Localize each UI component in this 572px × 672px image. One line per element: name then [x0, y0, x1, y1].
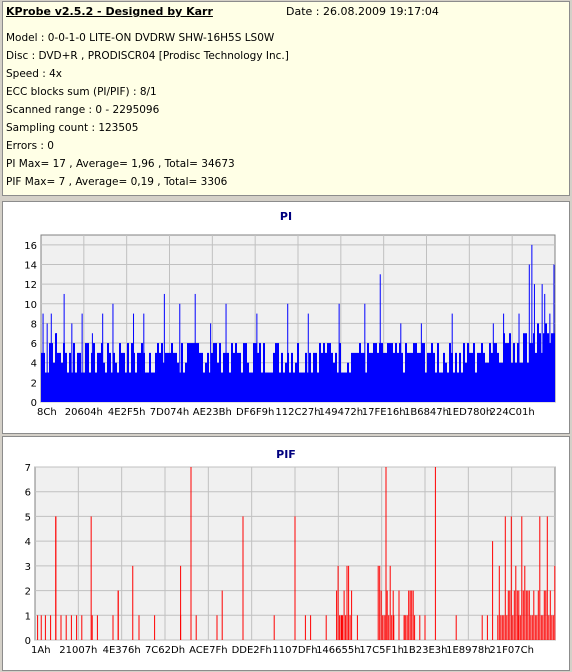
y-tick-label: 4 — [31, 359, 37, 370]
y-tick-label: 7 — [25, 463, 31, 474]
x-tick-label: 21007h — [59, 645, 97, 656]
x-tick-label: 8Ch — [37, 407, 57, 418]
y-tick-label: 16 — [24, 241, 37, 252]
x-tick-label: ACE7Fh — [189, 645, 227, 656]
x-tick-label: DDE2Fh — [232, 645, 272, 656]
y-tick-label: 3 — [25, 562, 31, 573]
pi-chart-panel: PI 0 2 4 6 8 10 12 14 16 8Ch 20604h 4E2F5h 7D074h AE2… — [2, 201, 570, 434]
y-tick-label: 10 — [24, 300, 37, 311]
info-ecc-blocks: ECC blocks sum (PI/PIF) : 8/1 — [6, 86, 157, 98]
app-title: KProbe v2.5.2 - Designed by Karr — [6, 5, 213, 18]
y-tick-label: 8 — [31, 319, 37, 330]
x-tick-label: 4E2F5h — [108, 407, 146, 418]
y-tick-label: 6 — [31, 339, 37, 350]
x-tick-label: 224C01h — [490, 407, 535, 418]
pif-chart-title: PIF — [276, 448, 296, 461]
x-tick-label: 17FE16h — [362, 407, 406, 418]
x-tick-label: 1E8978h — [446, 645, 490, 656]
info-scanned-range: Scanned range : 0 - 2295096 — [6, 104, 160, 116]
x-tick-label: DF6F9h — [236, 407, 274, 418]
data-bars — [37, 467, 556, 640]
x-tick-label: 7D074h — [150, 407, 190, 418]
info-sampling-count: Sampling count : 123505 — [6, 122, 139, 134]
scan-date: Date : 26.08.2009 19:17:04 — [286, 5, 439, 18]
info-model: Model : 0-0-1-0 LITE-ON DVDRW SHW-16H5S … — [6, 32, 275, 44]
pif-chart-panel: PIF 0 1 2 3 4 5 6 7 1Ah 21007h 4E376h 7C62Dh ACE7Fh D… — [2, 436, 570, 671]
y-tick-label: 6 — [25, 488, 31, 499]
info-lines: Model : 0-0-1-0 LITE-ON DVDRW SHW-16H5S … — [6, 29, 289, 191]
data-bars — [41, 244, 555, 402]
pif-chart: 0 1 2 3 4 5 6 7 1Ah 21007h 4E376h 7C62Dh ACE7Fh DDE2F… — [25, 463, 556, 656]
x-tick-label: 7C62Dh — [145, 645, 185, 656]
x-tick-label: 112C27h — [275, 407, 320, 418]
y-tick-label: 1 — [25, 611, 31, 622]
y-tick-label: 2 — [31, 378, 37, 389]
y-tick-label: 5 — [25, 512, 31, 523]
x-tick-label: 1B23E3h — [403, 645, 448, 656]
y-tick-label: 14 — [24, 260, 37, 271]
y-tick-label: 2 — [25, 587, 31, 598]
y-tick-label: 4 — [25, 537, 31, 548]
x-tick-label: 20604h — [65, 407, 103, 418]
info-panel: KProbe v2.5.2 - Designed by Karr Date : … — [2, 1, 570, 196]
y-tick-label: 0 — [31, 398, 37, 409]
x-tick-label: AE23Bh — [193, 407, 232, 418]
x-tick-label: 1ED780h — [446, 407, 492, 418]
pi-chart-title: PI — [279, 210, 293, 223]
y-tick-label: 12 — [24, 280, 37, 291]
info-pi-summary: PI Max= 17 , Average= 1,96 , Total= 3467… — [6, 158, 235, 170]
x-tick-label: 17C5F1h — [359, 645, 404, 656]
info-speed: Speed : 4x — [6, 68, 63, 80]
info-pif-summary: PIF Max= 7 , Average= 0,19 , Total= 3306 — [6, 176, 228, 188]
x-tick-label: 1107DFh — [272, 645, 317, 656]
y-tick-label: 0 — [25, 636, 31, 647]
info-disc: Disc : DVD+R , PRODISCR04 [Prodisc Techn… — [6, 50, 289, 62]
x-tick-label: 149472h — [319, 407, 364, 418]
x-tick-label: 1B6847h — [404, 407, 449, 418]
x-tick-label: 4E376h — [103, 645, 141, 656]
x-tick-label: 21F07Ch — [489, 645, 534, 656]
pi-chart: 0 2 4 6 8 10 12 14 16 8Ch 20604h 4E2F5h 7D074h AE23Bh… — [24, 234, 556, 418]
info-errors: Errors : 0 — [6, 140, 54, 152]
x-tick-label: 146655h — [316, 645, 361, 656]
x-tick-label: 1Ah — [31, 645, 51, 656]
